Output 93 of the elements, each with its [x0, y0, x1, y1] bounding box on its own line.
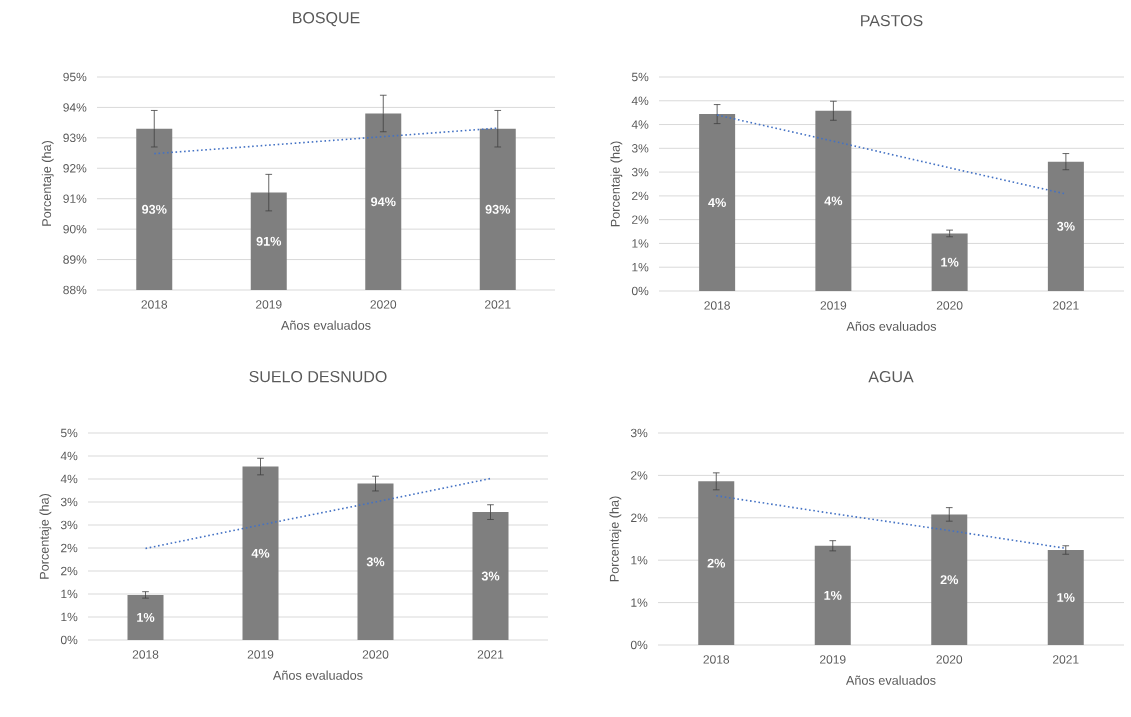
- y-tick-label: 5%: [631, 72, 649, 82]
- x-tick-label: 2018: [141, 300, 168, 309]
- y-tick-label: 1%: [61, 612, 78, 622]
- data-label: 1%: [1057, 593, 1075, 602]
- y-tick-label: 2%: [61, 543, 78, 553]
- x-axis-title: Años evaluados: [272, 670, 363, 680]
- data-label: 1%: [137, 612, 155, 622]
- bar: [931, 514, 968, 645]
- x-tick-label: 2020: [936, 301, 963, 310]
- x-tick-label: 2018: [704, 301, 730, 310]
- x-axis-title: Años evaluados: [846, 321, 937, 331]
- y-tick-label: 3%: [60, 497, 78, 507]
- y-tick-label: 0%: [630, 640, 648, 650]
- bar: [127, 594, 164, 640]
- data-label: 4%: [824, 196, 843, 206]
- data-label: 94%: [371, 197, 396, 207]
- bar: [814, 545, 851, 645]
- y-tick-label: 1%: [61, 589, 78, 599]
- bar: [1047, 161, 1084, 291]
- y-tick-label: 4%: [60, 474, 78, 484]
- y-tick-label: 2%: [632, 191, 649, 201]
- y-tick-label: 1%: [631, 555, 648, 565]
- y-tick-label: 2%: [632, 215, 649, 224]
- x-tick-label: 2021: [485, 300, 511, 309]
- y-tick-label: 0%: [631, 286, 649, 296]
- y-tick-label: 92%: [63, 164, 87, 173]
- y-tick-label: 2%: [61, 566, 78, 576]
- y-tick-label: 1%: [632, 263, 649, 272]
- y-axis-title: Porcentaje (ha): [609, 496, 622, 582]
- x-tick-label: 2019: [247, 650, 274, 659]
- chart-title: PASTOS: [861, 14, 923, 27]
- y-tick-label: 3%: [631, 167, 649, 177]
- data-label: 93%: [142, 204, 167, 214]
- y-axis-title: Porcentaje (ha): [610, 141, 623, 227]
- y-tick-label: 2%: [631, 513, 648, 523]
- x-tick-label: 2020: [362, 650, 389, 659]
- line-series: [144, 477, 492, 550]
- x-tick-label: 2018: [132, 650, 159, 659]
- data-label: 91%: [256, 236, 282, 246]
- y-tick-label: 0%: [60, 635, 78, 645]
- data-label: 2%: [707, 558, 726, 568]
- y-tick-label: 93%: [63, 133, 87, 143]
- bar: [698, 481, 735, 645]
- y-tick-label: 5%: [60, 428, 78, 438]
- chart-title: BOSQUE: [293, 12, 360, 27]
- data-label: 93%: [485, 204, 511, 214]
- y-tick-label: 91%: [63, 194, 87, 203]
- x-tick-label: 2020: [936, 655, 963, 664]
- y-tick-label: 2%: [631, 471, 648, 480]
- y-tick-label: 88%: [63, 285, 87, 295]
- bar: [242, 466, 279, 640]
- x-tick-label: 2021: [1053, 301, 1079, 310]
- y-tick-label: 1%: [632, 239, 649, 248]
- y-tick-label: 1%: [631, 598, 648, 607]
- data-label: 3%: [481, 571, 500, 581]
- x-tick-label: 2019: [820, 655, 846, 664]
- x-tick-label: 2019: [820, 301, 847, 310]
- y-axis-title: Porcentaje (ha): [39, 494, 52, 579]
- y-tick-label: 3%: [630, 428, 648, 438]
- data-label: 3%: [366, 557, 385, 567]
- y-tick-label: 4%: [60, 451, 78, 461]
- x-axis-title: Años evaluados: [280, 320, 371, 330]
- x-tick-label: 2021: [477, 650, 504, 659]
- y-tick-label: 94%: [63, 103, 87, 112]
- y-axis-title: Porcentaje (ha): [41, 141, 54, 226]
- data-label: 3%: [1057, 221, 1075, 231]
- y-tick-label: 3%: [631, 144, 649, 153]
- chart-title: SUELO DESNUDO: [249, 370, 387, 383]
- bar: [472, 512, 509, 640]
- y-tick-label: 90%: [63, 224, 87, 234]
- line-series: [715, 494, 1067, 550]
- bar: [357, 483, 394, 640]
- y-tick-label: 3%: [60, 520, 78, 530]
- data-label: 1%: [941, 257, 959, 267]
- line-series: [716, 114, 1067, 195]
- bar: [931, 233, 968, 291]
- y-tick-label: 4%: [631, 96, 649, 105]
- data-label: 2%: [940, 575, 959, 585]
- y-tick-label: 89%: [63, 255, 87, 264]
- bar: [699, 114, 736, 291]
- bar: [1047, 550, 1084, 645]
- x-axis-title: Años evaluados: [845, 675, 936, 685]
- y-tick-label: 95%: [63, 72, 87, 82]
- y-tick-label: 4%: [631, 120, 649, 129]
- x-tick-label: 2020: [370, 300, 397, 309]
- data-label: 1%: [824, 590, 842, 600]
- x-tick-label: 2019: [256, 300, 282, 309]
- x-tick-label: 2018: [703, 655, 730, 664]
- chart-title: AGUA: [868, 370, 914, 383]
- data-label: 4%: [251, 548, 270, 558]
- data-label: 4%: [708, 198, 726, 207]
- x-tick-label: 2021: [1053, 655, 1079, 664]
- bar: [815, 110, 852, 291]
